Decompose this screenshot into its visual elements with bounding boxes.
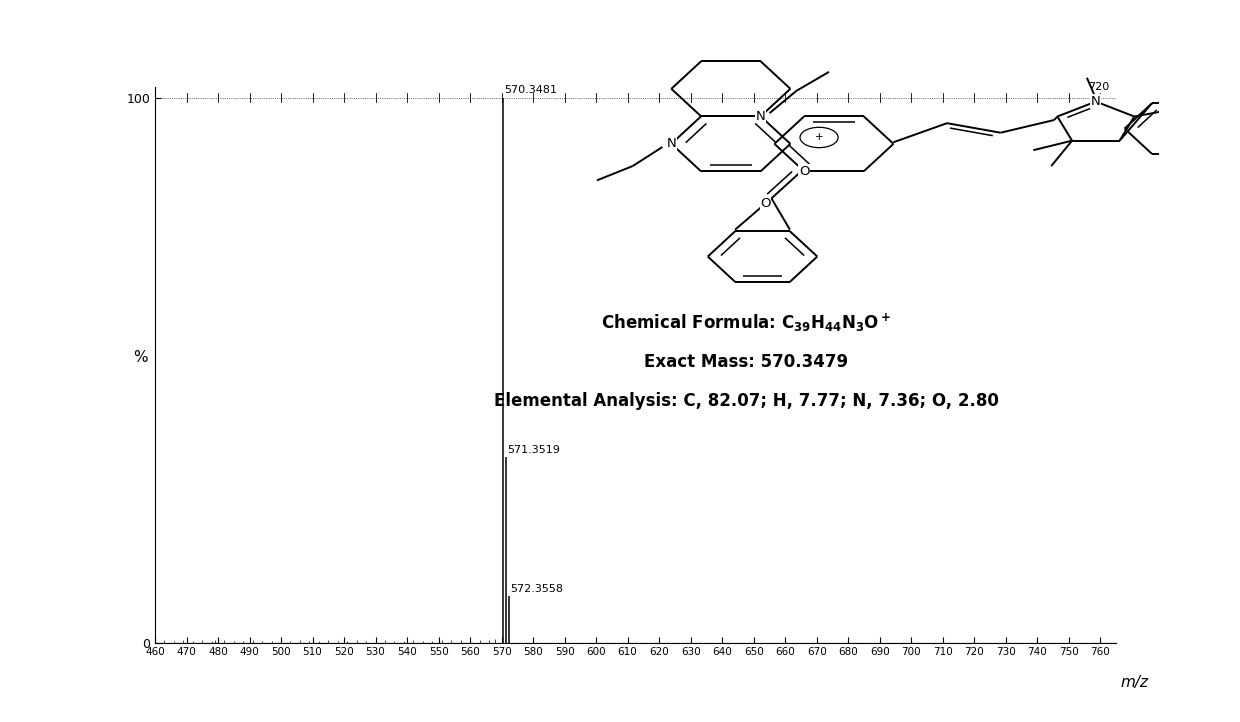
Text: N: N <box>1091 95 1101 108</box>
Text: 570.3481: 570.3481 <box>503 84 557 95</box>
Text: Elemental Analysis: C, 82.07; H, 7.77; N, 7.36; O, 2.80: Elemental Analysis: C, 82.07; H, 7.77; N… <box>494 392 998 410</box>
Text: +: + <box>815 132 823 142</box>
Text: 720: 720 <box>1089 82 1110 92</box>
Text: 571.3519: 571.3519 <box>507 445 560 455</box>
Text: N: N <box>755 110 765 123</box>
Text: m/z: m/z <box>1121 675 1148 690</box>
Text: Chemical Formula: $\mathbf{C_{39}H_{44}N_{3}O^+}$: Chemical Formula: $\mathbf{C_{39}H_{44}N… <box>601 312 892 334</box>
Text: O: O <box>760 196 771 209</box>
Text: Exact Mass: 570.3479: Exact Mass: 570.3479 <box>644 353 848 371</box>
Text: N: N <box>666 137 676 150</box>
Text: 572.3558: 572.3558 <box>511 583 563 593</box>
Text: O: O <box>799 165 810 178</box>
Y-axis label: %: % <box>133 349 148 365</box>
